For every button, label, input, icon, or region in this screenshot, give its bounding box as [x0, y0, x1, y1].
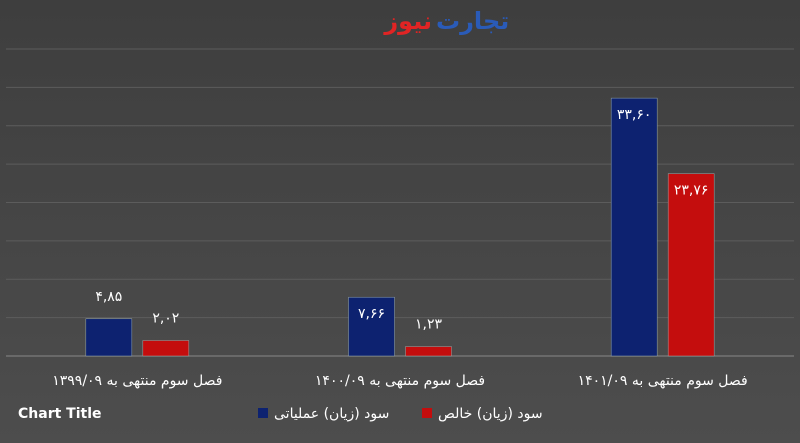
x-tick-label: فصل سوم منتهی به ۱۳۹۹/۰۹ — [52, 373, 222, 389]
bar — [85, 318, 133, 357]
bar — [667, 173, 715, 357]
bar — [610, 97, 658, 357]
bar — [348, 296, 395, 357]
bar — [405, 346, 452, 357]
x-tick-label: فصل سوم منتهی به ۱۴۰۰/۰۹ — [315, 373, 485, 389]
legend-label: سود (زیان) عملیاتی — [274, 406, 389, 422]
chart-title: Chart Title — [18, 406, 102, 422]
legend-swatch — [258, 408, 268, 418]
value-label: ۷,۶۶ — [358, 306, 385, 322]
value-label: ۴,۸۵ — [95, 289, 122, 305]
x-tick-label: فصل سوم منتهی به ۱۴۰۱/۰۹ — [578, 373, 748, 389]
legend-swatch — [422, 408, 432, 418]
logo-red: نیوز — [383, 7, 432, 35]
value-label: ۲۳,۷۶ — [674, 183, 709, 199]
value-label: ۱,۲۳ — [415, 317, 442, 333]
bar — [142, 340, 190, 357]
logo-blue: تجارت — [436, 7, 509, 35]
value-label: ۲,۰۲ — [152, 310, 179, 326]
value-label: ۳۳,۶۰ — [617, 107, 652, 123]
legend-label: سود (زیان) خالص — [438, 406, 543, 422]
